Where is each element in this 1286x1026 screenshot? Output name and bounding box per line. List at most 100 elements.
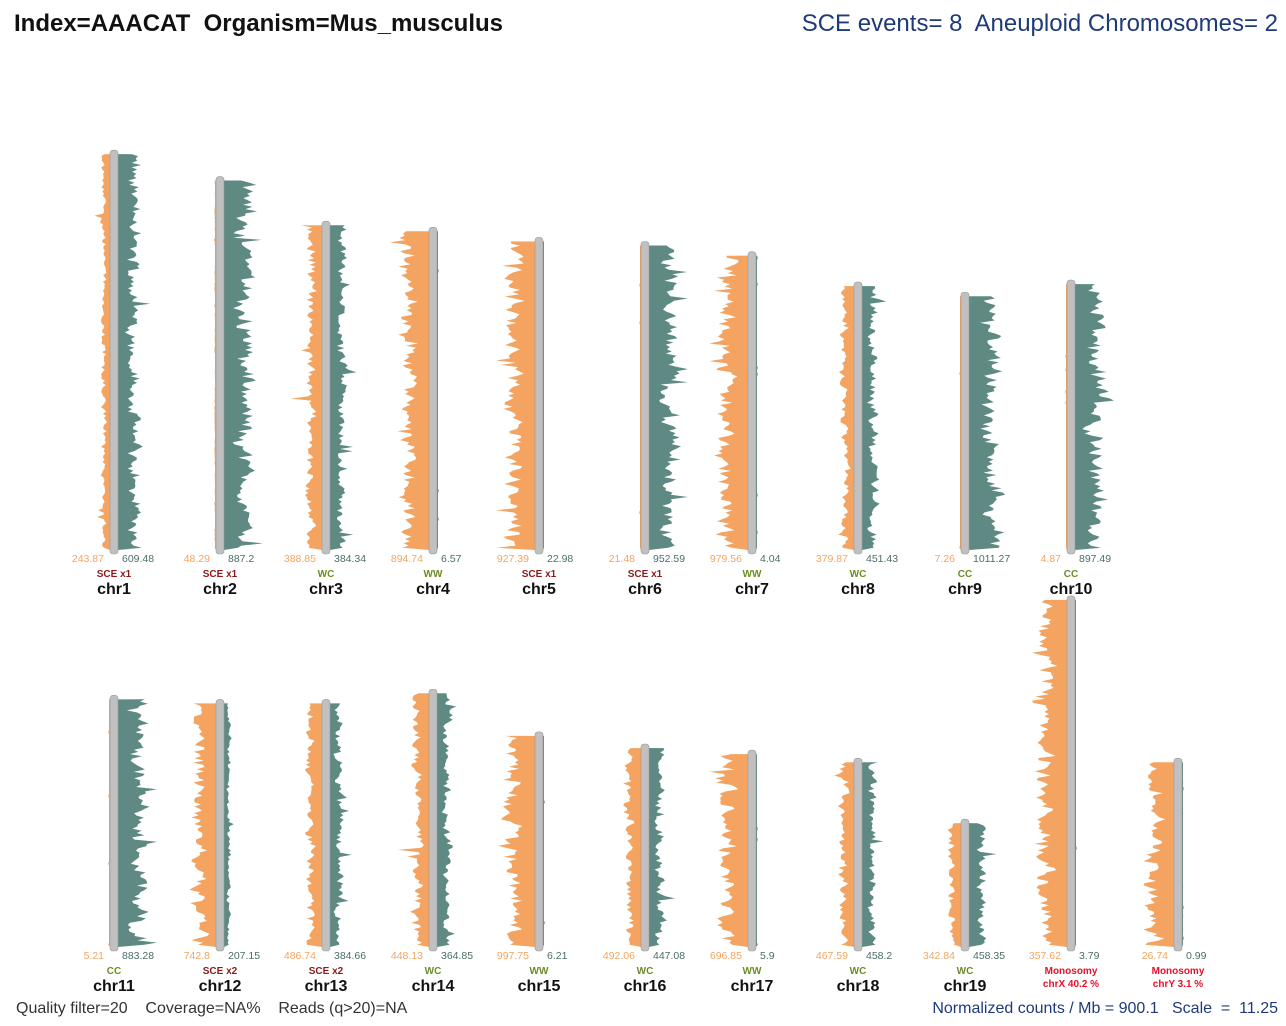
- chr2-ideogram: [215, 176, 225, 555]
- chr12-crick-value: 207.15: [228, 950, 260, 962]
- chr17-label: chr17: [731, 978, 774, 995]
- chr11-crick-signal: [118, 699, 157, 947]
- chr8-watson-signal: [838, 286, 854, 550]
- chr3-crick-value: 384.34: [334, 553, 366, 565]
- chr10-ideogram: [1066, 279, 1076, 555]
- chr14-watson-signal: [397, 693, 429, 947]
- chr17-ideogram: [747, 749, 757, 952]
- chr2-crick-value: 887.2: [228, 553, 254, 565]
- chr15-label: chr15: [518, 978, 561, 995]
- chr12-label: chr12: [199, 978, 242, 995]
- chr13-ideogram: [321, 699, 331, 952]
- chr7-watson-value: 979.56: [710, 553, 742, 565]
- chr1-crick-value: 609.48: [122, 553, 154, 565]
- chr4-crick-signal: [437, 231, 439, 551]
- chr9-crick-signal: [969, 296, 1005, 550]
- chr15-crick-value: 6.21: [547, 950, 568, 962]
- chr16-crick-signal: [649, 748, 675, 947]
- chr19-watson-value: 342.84: [923, 950, 955, 962]
- chr4-ideogram: [428, 226, 438, 555]
- chr5-crick-value: 22.98: [547, 553, 573, 565]
- chr15-status: WW: [530, 966, 549, 977]
- chrY-crick-value: 0.99: [1186, 950, 1207, 962]
- chr8-crick-signal: [862, 286, 887, 550]
- chr4-watson-signal: [390, 231, 429, 551]
- chr12-watson-value: 742.8: [184, 950, 210, 962]
- chr15-crick-signal: [543, 735, 545, 947]
- chr17-crick-signal: [756, 754, 758, 947]
- chr6-ideogram: [640, 241, 650, 555]
- chrX-status: Monosomy: [1045, 966, 1098, 977]
- chr6-status: SCE x1: [628, 569, 663, 580]
- chr14-label: chr14: [412, 978, 455, 995]
- chr19-status: WC: [957, 966, 974, 977]
- chr6-watson-signal: [639, 245, 641, 550]
- chr13-watson-value: 486.74: [284, 950, 316, 962]
- chr8-crick-value: 451.43: [866, 553, 898, 565]
- chr9-status: CC: [958, 569, 972, 580]
- chrX-aneuploid-percent: chrX 40.2 %: [1043, 979, 1099, 990]
- chrX-watson-signal: [1031, 599, 1067, 947]
- chr14-ideogram: [428, 688, 438, 952]
- chr12-crick-signal: [224, 703, 234, 947]
- chr7-ideogram: [747, 251, 757, 555]
- chr7-crick-signal: [756, 255, 758, 550]
- chrY-aneuploid-percent: chrY 3.1 %: [1153, 979, 1204, 990]
- chromosome-chrX: 357.62 3.79 Monosomy chrX 40.2 %: [1029, 595, 1100, 990]
- chr11-status: CC: [107, 966, 121, 977]
- chr7-label: chr7: [735, 581, 769, 598]
- chr6-crick-signal: [649, 245, 688, 550]
- chrX-crick-value: 3.79: [1079, 950, 1100, 962]
- chr14-crick-signal: [437, 693, 457, 947]
- chrY-ideogram: [1173, 757, 1183, 952]
- chr5-status: SCE x1: [522, 569, 557, 580]
- chr13-crick-signal: [330, 703, 352, 947]
- chr5-watson-signal: [496, 241, 535, 550]
- chr16-label: chr16: [624, 978, 667, 995]
- chr9-crick-value: 1011.27: [973, 553, 1010, 565]
- chr4-watson-value: 894.74: [391, 553, 423, 565]
- chr1-watson-signal: [94, 154, 110, 550]
- chr10-status: CC: [1064, 569, 1078, 580]
- chr16-status: WC: [637, 966, 654, 977]
- chr1-status: SCE x1: [97, 569, 132, 580]
- chr9-watson-value: 7.26: [935, 553, 956, 565]
- chrY-status: Monosomy: [1152, 966, 1205, 977]
- chr3-label: chr3: [309, 581, 343, 598]
- chr12-ideogram: [215, 699, 225, 952]
- chr2-label: chr2: [203, 581, 237, 598]
- chrX-watson-value: 357.62: [1029, 950, 1061, 962]
- chr12-status: SCE x2: [203, 966, 238, 977]
- chr2-watson-value: 48.29: [184, 553, 210, 565]
- chr9-watson-signal: [959, 296, 961, 550]
- chr14-crick-value: 364.85: [441, 950, 473, 962]
- chr19-crick-signal: [969, 823, 997, 947]
- chr13-crick-value: 384.66: [334, 950, 366, 962]
- page-title: Index=AAACAT Organism=Mus_musculus: [14, 10, 503, 37]
- chr17-watson-value: 696.85: [710, 950, 742, 962]
- chr5-label: chr5: [522, 581, 556, 598]
- chr3-watson-signal: [291, 225, 322, 550]
- chr4-crick-value: 6.57: [441, 553, 462, 565]
- chr13-status: SCE x2: [309, 966, 344, 977]
- chr15-ideogram: [534, 731, 544, 952]
- chr18-ideogram: [853, 757, 863, 952]
- chr6-crick-value: 952.59: [653, 553, 685, 565]
- chr16-watson-value: 492.06: [603, 950, 635, 962]
- scale-footer: Normalized counts / Mb = 900.1 Scale = 1…: [932, 1000, 1278, 1017]
- chr8-watson-value: 379.87: [816, 553, 848, 565]
- chr3-watson-value: 388.85: [284, 553, 316, 565]
- chr12-watson-signal: [189, 703, 216, 947]
- chrX-crick-signal: [1075, 599, 1077, 947]
